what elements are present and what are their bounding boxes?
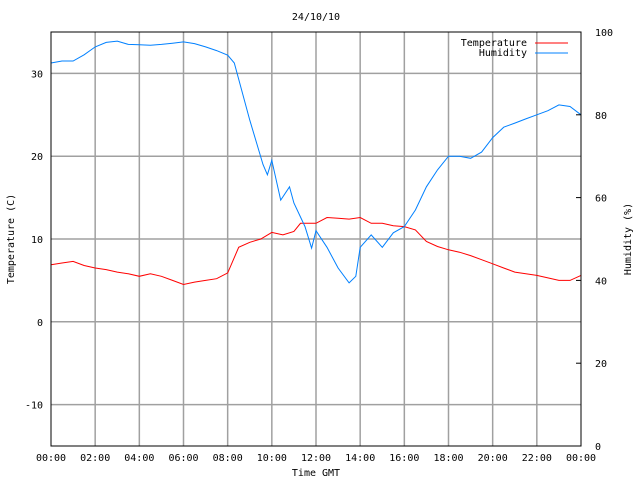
y-tick-label: 10: [31, 235, 43, 246]
x-tick-label: 02:00: [80, 453, 110, 464]
chart-title: 24/10/10: [292, 12, 340, 23]
y2-axis-label: Humidity (%): [623, 203, 634, 275]
x-tick-label: 12:00: [301, 453, 331, 464]
y-tick-label: -10: [25, 401, 43, 412]
y2-axis-ticks: 0 20 40 60 80 100: [576, 28, 613, 453]
x-tick-label: 00:00: [36, 453, 66, 464]
y2-tick-label: 60: [595, 194, 607, 205]
y2-tick-label: 40: [595, 276, 607, 287]
y2-tick-label: 20: [595, 359, 607, 370]
x-tick-label: 10:00: [257, 453, 287, 464]
y-axis-ticks: -10 0 10 20 30: [25, 69, 43, 411]
x-axis-ticks: 00:00 02:00 04:00 06:00 08:00 10:00 12:00 14:00…: [36, 453, 596, 464]
x-tick-label: 22:00: [522, 453, 552, 464]
y-axis-label: Temperature (C): [6, 194, 17, 284]
y-tick-label: 0: [37, 318, 43, 329]
series-line-temperature: [50, 216, 582, 286]
x-tick-label: 16:00: [389, 453, 419, 464]
y2-tick-label: 100: [595, 28, 613, 39]
plot-frame: [50, 31, 582, 447]
x-tick-label: 04:00: [124, 453, 154, 464]
y2-tick-label: 80: [595, 111, 607, 122]
x-tick-label: 06:00: [168, 453, 198, 464]
x-tick-label: 08:00: [213, 453, 243, 464]
y-tick-label: 20: [31, 152, 43, 163]
y2-tick-label: 0: [595, 442, 601, 453]
x-axis-label: Time GMT: [292, 468, 340, 479]
x-tick-label: 20:00: [478, 453, 508, 464]
legend: Temperature Humidity: [461, 38, 568, 59]
x-tick-label: 18:00: [433, 453, 463, 464]
legend-label-temperature: Temperature: [461, 38, 527, 49]
x-tick-label: 00:00: [566, 453, 596, 464]
series-line-humidity: [50, 40, 582, 284]
y-tick-label: 30: [31, 69, 43, 80]
legend-label-humidity: Humidity: [479, 48, 527, 59]
series-lines: [50, 40, 582, 286]
x-tick-label: 14:00: [345, 453, 375, 464]
grid: [51, 32, 581, 446]
